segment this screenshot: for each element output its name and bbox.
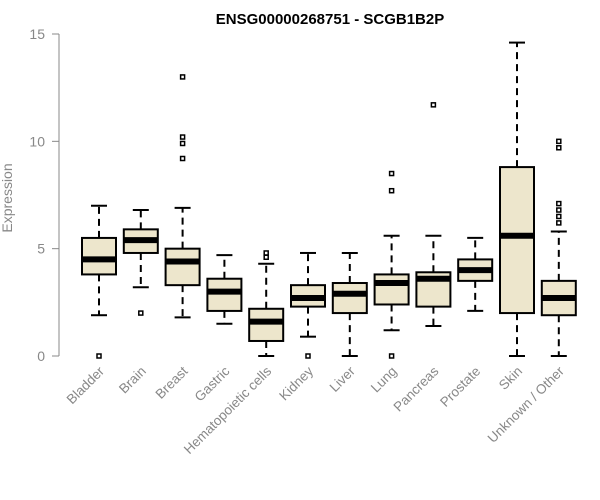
outlier-point (179, 74, 186, 80)
outlier-point (430, 102, 437, 108)
box-liver (331, 251, 368, 357)
outlier-point (138, 310, 144, 316)
x-category-label: Pancreas (391, 363, 442, 414)
iqr-box (331, 282, 368, 315)
x-category-label: Bladder (64, 363, 108, 407)
outlier-point (556, 145, 562, 151)
outlier-point (556, 200, 562, 207)
outlier-point (179, 134, 186, 140)
iqr-box (164, 247, 201, 287)
outlier-point (263, 250, 269, 256)
box-bladder (81, 204, 117, 359)
x-category-label: Breast (153, 363, 191, 401)
outlier-point (556, 207, 562, 213)
x-category-label: Kidney (276, 363, 316, 403)
outlier-point (388, 353, 395, 359)
box-series (81, 41, 577, 359)
iqr-box (81, 236, 117, 276)
box-skin (499, 41, 535, 357)
y-axis-label: Expression (0, 163, 15, 232)
x-category-label: Lung (368, 364, 400, 396)
outlier-point (96, 353, 102, 359)
outlier-point (556, 213, 562, 220)
box-lung (373, 170, 410, 359)
box-breast (164, 74, 201, 319)
box-unknown-other (540, 138, 577, 357)
outlier-point (556, 138, 562, 145)
box-gastric (206, 254, 243, 325)
chart-title: ENSG00000268751 - SCGB1B2P (216, 11, 444, 28)
outlier-point (179, 140, 186, 147)
box-kidney (290, 251, 326, 359)
y-tick-label: 15 (29, 26, 45, 42)
box-brain (122, 209, 159, 316)
box-hematopoietic-cells (248, 250, 285, 357)
y-axis: 0 5 10 15 (29, 26, 60, 364)
outlier-point (388, 187, 395, 194)
x-category-label: Brain (116, 364, 149, 397)
x-category-label: Skin (496, 364, 525, 393)
x-category-label: Gastric (192, 363, 233, 404)
x-category-label: Unknown / Other (485, 363, 568, 446)
y-tick-label: 5 (37, 241, 45, 257)
x-category-label: Liver (327, 363, 359, 395)
outlier-point (179, 155, 186, 162)
box-pancreas (415, 102, 452, 327)
box-prostate (457, 236, 494, 312)
y-tick-label: 10 (29, 133, 45, 149)
iqr-box (248, 307, 285, 342)
iqr-box (373, 273, 410, 306)
outlier-point (305, 353, 311, 359)
y-tick-label: 0 (37, 348, 45, 364)
iqr-box (206, 277, 243, 312)
outlier-point (556, 220, 562, 226)
x-category-label: Prostate (437, 364, 483, 410)
outlier-point (388, 170, 395, 177)
outlier-point (263, 254, 269, 261)
iqr-box (499, 166, 535, 315)
